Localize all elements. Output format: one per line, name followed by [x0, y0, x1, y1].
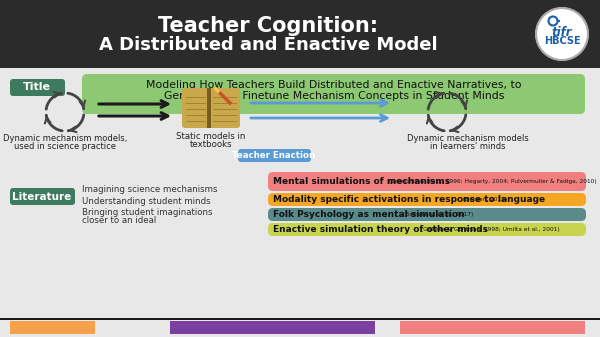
FancyBboxPatch shape [268, 193, 586, 206]
FancyBboxPatch shape [238, 149, 311, 162]
Text: A Distributed and Enactive Model: A Distributed and Enactive Model [98, 36, 437, 54]
Bar [0, 318, 600, 320]
Text: Dynamic mechanism models: Dynamic mechanism models [407, 134, 529, 143]
Bar [0, 0, 600, 68]
Text: (Barlassina et al., 2017): (Barlassina et al., 2017) [401, 212, 473, 217]
Text: Dynamic mechanism models,: Dynamic mechanism models, [3, 134, 127, 143]
FancyBboxPatch shape [82, 74, 585, 114]
Text: Bringing student imaginations: Bringing student imaginations [82, 208, 212, 217]
Text: Folk Psychology as mental simulation: Folk Psychology as mental simulation [273, 210, 464, 219]
Bar [10, 321, 95, 334]
Text: Modality specific activations in response to language: Modality specific activations in respons… [273, 195, 545, 204]
Text: Static models in: Static models in [176, 132, 245, 141]
FancyBboxPatch shape [268, 208, 586, 221]
Bar [400, 321, 585, 334]
Text: Teacher Enaction: Teacher Enaction [232, 151, 316, 160]
Text: HBCSE: HBCSE [544, 36, 580, 46]
FancyBboxPatch shape [268, 172, 586, 191]
Text: used in science practice: used in science practice [14, 142, 116, 151]
FancyBboxPatch shape [182, 88, 240, 128]
FancyBboxPatch shape [268, 223, 586, 236]
Text: Modeling How Teachers Build Distributed and Enactive Narratives, to: Modeling How Teachers Build Distributed … [146, 80, 522, 90]
Text: (Gallese & Goldman, 1998; Umilta et al., 2001): (Gallese & Goldman, 1998; Umilta et al.,… [419, 227, 559, 232]
Text: tifr: tifr [552, 26, 572, 39]
Text: Title: Title [23, 83, 51, 92]
FancyBboxPatch shape [10, 188, 75, 205]
Text: Understanding student minds: Understanding student minds [82, 197, 211, 206]
Text: Imagining science mechanisms: Imagining science mechanisms [82, 185, 218, 194]
Text: (Bergen, 2015): (Bergen, 2015) [461, 197, 508, 202]
Text: (Schwartz & Black, 1996; Hegarty, 2004; Pulvermuller & Fadiga, 2010): (Schwartz & Black, 1996; Hegarty, 2004; … [386, 179, 596, 184]
Circle shape [536, 8, 588, 60]
Text: Generate and Finetune Mechanism Concepts in Student Minds: Generate and Finetune Mechanism Concepts… [164, 91, 504, 101]
FancyBboxPatch shape [207, 88, 211, 128]
Text: Enactive simulation theory of other minds: Enactive simulation theory of other mind… [273, 225, 488, 234]
FancyBboxPatch shape [10, 79, 65, 96]
Bar [170, 321, 375, 334]
Text: Literature: Literature [13, 191, 71, 202]
Text: textbooks: textbooks [190, 140, 232, 149]
Text: Mental simulations of mechanisms: Mental simulations of mechanisms [273, 177, 450, 186]
Text: Teacher Cognition:: Teacher Cognition: [158, 16, 378, 36]
Text: closer to an ideal: closer to an ideal [82, 216, 156, 225]
Text: in learners' minds: in learners' minds [430, 142, 506, 151]
